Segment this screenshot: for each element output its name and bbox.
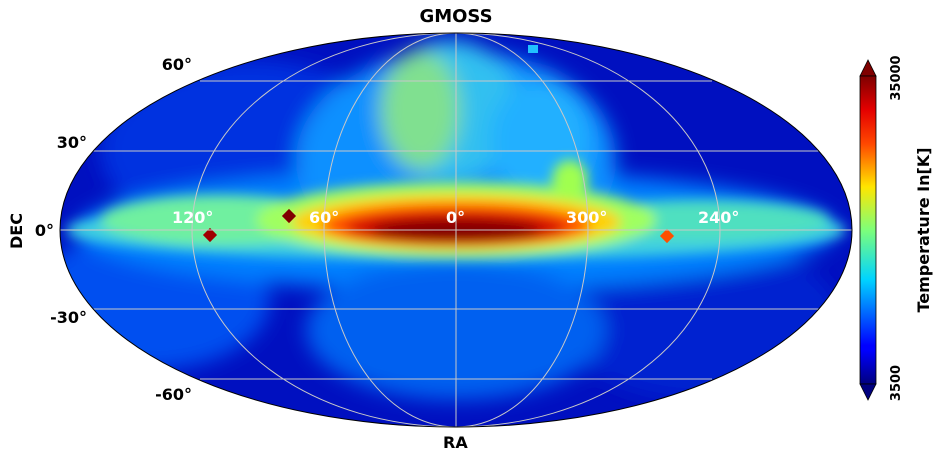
dec-tick-label: -30° xyxy=(50,308,87,327)
dec-tick-label: 60° xyxy=(161,55,192,74)
colorbar-extend-min xyxy=(859,383,877,401)
ra-tick-label: 300° xyxy=(566,208,608,227)
colorbar xyxy=(859,59,877,401)
colorbar-min-label: 3500 xyxy=(889,365,904,401)
dec-tick-label: 0° xyxy=(34,221,54,240)
dec-tick-label: -60° xyxy=(155,385,192,404)
map-border xyxy=(59,32,853,428)
dec-tick-label: 30° xyxy=(56,133,87,152)
hot-spots xyxy=(202,45,675,244)
colorbar-max-label: 35000 xyxy=(889,55,904,100)
ra-tick-label: 240° xyxy=(698,208,740,227)
y-axis-label: DEC xyxy=(7,213,26,249)
ra-tick-label: 0° xyxy=(446,208,466,227)
x-axis-label: RA xyxy=(443,433,468,452)
colorbar-extend-max xyxy=(859,59,877,77)
ra-tick-label: 60° xyxy=(309,208,340,227)
colorbar-label: Temperature In[K] xyxy=(914,147,933,312)
colorbar-gradient xyxy=(859,75,877,385)
ra-tick-label: 120° xyxy=(172,208,214,227)
sky-map xyxy=(60,33,852,427)
graticule xyxy=(60,33,852,427)
chart-title: GMOSS xyxy=(419,6,493,27)
